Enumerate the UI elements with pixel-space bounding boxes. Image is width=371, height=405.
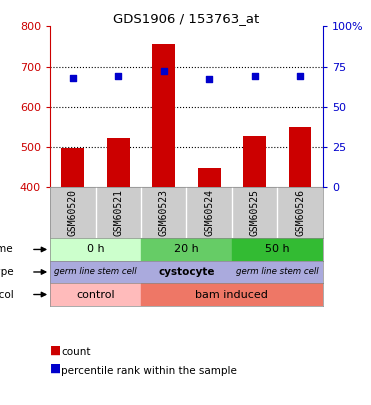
Text: count: count bbox=[61, 347, 91, 357]
Text: ■: ■ bbox=[50, 344, 61, 357]
Bar bbox=[141, 238, 232, 261]
Text: GSM60525: GSM60525 bbox=[250, 189, 260, 236]
Bar bbox=[50, 238, 141, 261]
Text: 20 h: 20 h bbox=[174, 245, 199, 254]
Text: GSM60523: GSM60523 bbox=[159, 189, 169, 236]
Point bbox=[252, 73, 257, 79]
Bar bbox=[232, 261, 323, 283]
Text: GSM60520: GSM60520 bbox=[68, 189, 78, 236]
Text: time: time bbox=[0, 245, 13, 254]
Bar bbox=[232, 238, 323, 261]
Text: 0 h: 0 h bbox=[87, 245, 104, 254]
Bar bbox=[50, 261, 141, 283]
Point bbox=[297, 73, 303, 79]
Text: bam induced: bam induced bbox=[196, 290, 268, 300]
Bar bbox=[50, 283, 141, 306]
Point bbox=[206, 76, 212, 83]
Bar bbox=[62, 148, 84, 187]
Bar bbox=[152, 44, 175, 187]
Text: germ line stem cell: germ line stem cell bbox=[236, 267, 319, 277]
Text: germ line stem cell: germ line stem cell bbox=[54, 267, 137, 277]
Text: protocol: protocol bbox=[0, 290, 13, 300]
Point bbox=[70, 75, 76, 81]
Bar bbox=[289, 127, 311, 187]
Text: percentile rank within the sample: percentile rank within the sample bbox=[61, 366, 237, 375]
Bar bbox=[243, 136, 266, 187]
Text: ■: ■ bbox=[50, 362, 61, 375]
Text: GSM60526: GSM60526 bbox=[295, 189, 305, 236]
Text: cell type: cell type bbox=[0, 267, 13, 277]
Text: GSM60524: GSM60524 bbox=[204, 189, 214, 236]
Bar bbox=[141, 283, 323, 306]
Text: cystocyte: cystocyte bbox=[158, 267, 215, 277]
Title: GDS1906 / 153763_at: GDS1906 / 153763_at bbox=[113, 12, 260, 25]
Text: GSM60521: GSM60521 bbox=[113, 189, 123, 236]
Text: control: control bbox=[76, 290, 115, 300]
Point bbox=[115, 73, 121, 79]
Bar bbox=[141, 261, 232, 283]
Point bbox=[161, 68, 167, 75]
Text: 50 h: 50 h bbox=[265, 245, 290, 254]
Bar bbox=[198, 168, 220, 187]
Bar bbox=[107, 138, 129, 187]
